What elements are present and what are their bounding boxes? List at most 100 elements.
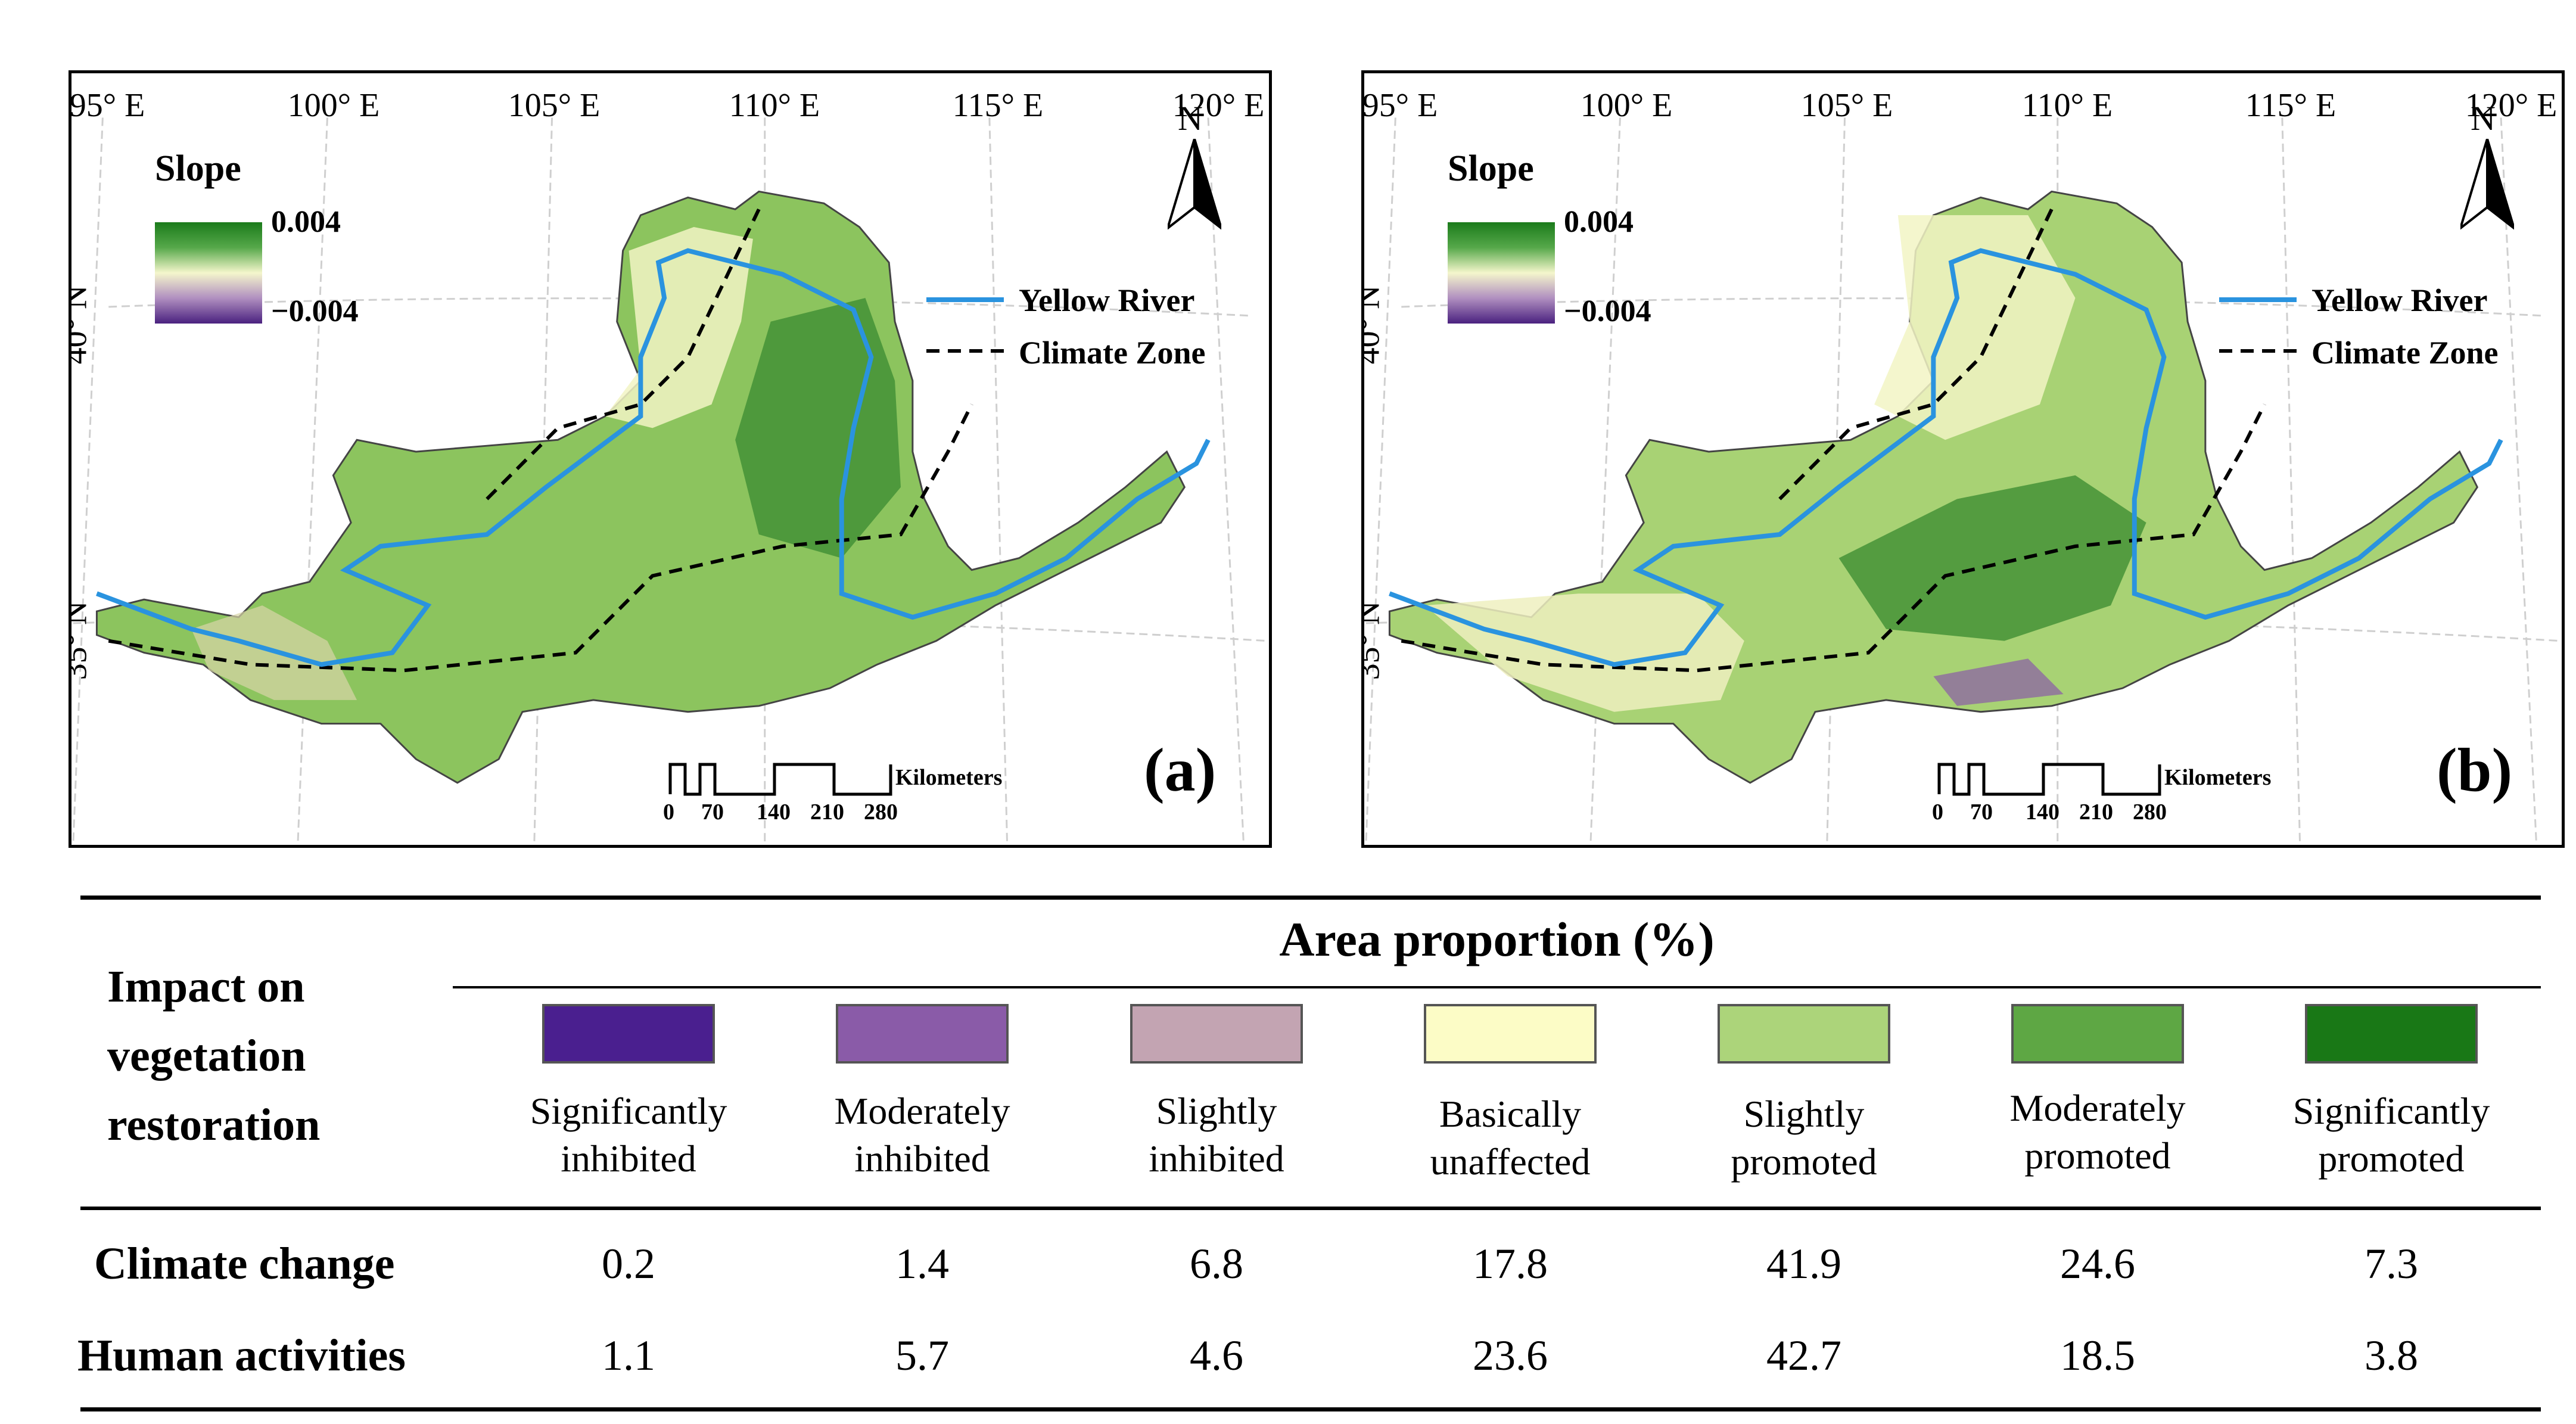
panel-label: (b): [2437, 736, 2513, 804]
scale-tick: 70: [701, 800, 724, 825]
scale-tick: 210: [2079, 800, 2113, 825]
category-label: Slightly promoted: [1679, 1090, 1929, 1186]
colorbar-max: 0.004: [1564, 205, 1634, 239]
panel-label: (a): [1144, 736, 1217, 804]
map-panel-b: 95° E 100° E 105° E 110° E 115° E 120° E…: [1361, 70, 2565, 848]
category-label-line: promoted: [2024, 1134, 2171, 1177]
category-swatch-significantly-inhibited: [542, 1004, 715, 1064]
column-group-title: Area proportion (%): [1279, 912, 1715, 966]
slope-legend-title: Slope: [1448, 148, 1534, 189]
climate-zone-legend-label: Climate Zone: [2311, 335, 2499, 371]
unaffected-zone: [1874, 215, 2076, 440]
row-label: Human activities: [77, 1330, 406, 1381]
category-label-line: promoted: [1731, 1140, 1877, 1183]
legend-symbols: [926, 297, 1004, 353]
scale-unit: Kilometers: [895, 765, 1003, 790]
row-header-line: Impact on: [107, 962, 305, 1012]
yellow-river-line: [1389, 248, 2503, 667]
category-label: Basically unaffected: [1385, 1090, 1635, 1186]
table-cell: 0.2: [602, 1240, 655, 1288]
category-swatch-moderately-promoted: [2011, 1004, 2184, 1064]
category-label: Moderately inhibited: [797, 1087, 1047, 1183]
table-cell: 42.7: [1766, 1332, 1841, 1379]
table-cell: 5.7: [895, 1332, 949, 1379]
scale-bar: [668, 763, 892, 796]
slope-legend-title: Slope: [155, 148, 241, 189]
scale-bar: [1937, 763, 2161, 796]
colorbar-max: 0.004: [271, 205, 341, 239]
climate-zone-lines: [1401, 208, 2266, 673]
category-label: Slightly inhibited: [1091, 1087, 1342, 1183]
category-swatch-slightly-promoted: [1718, 1004, 1890, 1064]
table-group-rule: [453, 986, 2541, 988]
lat-label: 40° N: [69, 285, 94, 365]
river-legend-label: Yellow River: [1019, 282, 1195, 318]
scale-tick: 0: [663, 800, 674, 825]
category-label-line: Significantly: [530, 1090, 727, 1132]
table-cell: 4.6: [1190, 1332, 1243, 1379]
category-swatch-slightly-inhibited: [1130, 1004, 1303, 1064]
map-panel-a: 95° E 100° E 105° E 110° E 115° E 120° E…: [69, 70, 1272, 848]
table-top-rule: [80, 896, 2541, 900]
lon-label: 100° E: [1580, 87, 1673, 124]
table-cell: 1.4: [895, 1240, 949, 1288]
north-arrow-icon: [1168, 139, 1221, 230]
table-cell: 24.6: [2060, 1240, 2135, 1288]
lon-label: 115° E: [2245, 87, 2337, 124]
north-arrow-icon: [2460, 139, 2514, 230]
row-header-title: Impact on vegetation restoration: [107, 952, 320, 1159]
scale-tick: 0: [1932, 800, 1943, 825]
north-label: N: [2471, 99, 2496, 138]
map-canvas-a: [72, 117, 1268, 845]
lon-label: 120° E: [2465, 87, 2558, 124]
promoted-zone: [735, 298, 901, 558]
category-label: Significantly promoted: [2266, 1087, 2516, 1183]
row-label: Climate change: [94, 1239, 395, 1289]
scale-tick: 280: [2133, 800, 2167, 825]
table-cell: 7.3: [2365, 1240, 2418, 1288]
table-header-rule: [80, 1207, 2541, 1210]
category-label-line: promoted: [2318, 1137, 2465, 1180]
category-label-line: Significantly: [2292, 1090, 2490, 1132]
lon-label: 105° E: [508, 87, 601, 124]
scale-tick: 280: [864, 800, 898, 825]
lon-label: 110° E: [729, 87, 820, 124]
colorbar-min: −0.004: [271, 294, 359, 328]
legend-symbols: [2219, 297, 2297, 353]
slope-colorbar: [1448, 222, 1555, 324]
row-header-line: vegetation: [107, 1031, 306, 1081]
lon-label: 95° E: [69, 87, 145, 124]
table-cell: 41.9: [1766, 1240, 1841, 1288]
climate-zone-lines: [108, 208, 973, 673]
category-label: Significantly inhibited: [503, 1087, 754, 1183]
table-cell: 18.5: [2060, 1332, 2135, 1379]
lon-label: 100° E: [287, 87, 380, 124]
slope-colorbar: [155, 222, 262, 324]
colorbar-min: −0.004: [1564, 294, 1651, 328]
map-canvas-b: [1365, 117, 2561, 845]
category-label-line: inhibited: [561, 1137, 696, 1180]
table-cell: 23.6: [1473, 1332, 1548, 1379]
unaffected-zone: [1424, 593, 1744, 712]
category-swatch-basically-unaffected: [1424, 1004, 1597, 1064]
lat-label: 40° N: [1361, 285, 1387, 365]
scale-tick: 140: [757, 800, 791, 825]
basin-area: [95, 190, 1186, 784]
category-swatch-moderately-inhibited: [836, 1004, 1009, 1064]
category-label-line: Basically: [1439, 1093, 1582, 1135]
category-label-line: inhibited: [854, 1137, 990, 1180]
north-label: N: [1178, 99, 1203, 138]
category-label-line: Slightly: [1156, 1090, 1277, 1132]
lat-label: 35° N: [69, 601, 94, 680]
table-cell: 6.8: [1190, 1240, 1243, 1288]
table-cell: 17.8: [1473, 1240, 1548, 1288]
category-label-line: unaffected: [1430, 1140, 1591, 1183]
promoted-zone: [1838, 475, 2146, 641]
table-cell: 3.8: [2365, 1332, 2418, 1379]
row-header-line: restoration: [107, 1100, 321, 1150]
scale-tick: 140: [2026, 800, 2059, 825]
lon-label: 105° E: [1800, 87, 1893, 124]
table-bottom-rule: [80, 1407, 2541, 1411]
lon-label: 110° E: [2021, 87, 2113, 124]
category-label-line: Moderately: [2009, 1087, 2186, 1129]
